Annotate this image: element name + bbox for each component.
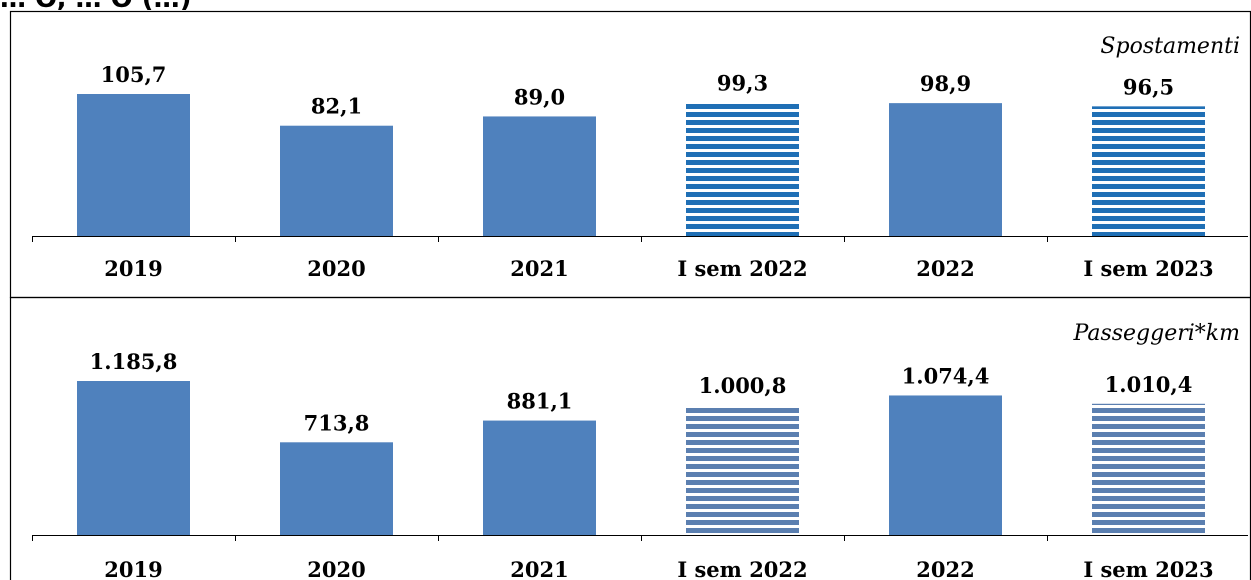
category-label: 2022: [916, 256, 974, 281]
data-label: 1.000,8: [699, 373, 787, 398]
bar-chart-passeggeri: 1.185,8 2019 713,8 2020 881,1 2021 1.000,8 I se…: [32, 349, 1251, 580]
category-label: I sem 2023: [1083, 557, 1213, 580]
data-label: 1.074,4: [902, 363, 990, 388]
bar-2020: [280, 442, 393, 535]
panel-frame-spostamenti: [9, 10, 1251, 299]
panel-frame-passeggeri: [9, 296, 1251, 580]
category-label: I sem 2022: [677, 256, 807, 281]
panel-title-passeggeri: Passeggeri*km: [1073, 321, 1240, 346]
bar-2022: [889, 103, 1002, 237]
panel-title-spostamenti: Spostamenti: [1100, 34, 1240, 59]
category-label: 2019: [104, 256, 162, 281]
data-label: 105,7: [101, 62, 167, 87]
data-label: 98,9: [920, 71, 971, 96]
category-label: 2021: [510, 256, 568, 281]
category-label: 2022: [916, 557, 974, 580]
data-label: 99,3: [717, 71, 768, 96]
category-label: 2021: [510, 557, 568, 580]
bar-i-sem-2022: [686, 102, 799, 236]
data-label: 82,1: [311, 94, 362, 119]
page-title: … O, … O (…): [0, 0, 560, 10]
data-label: 89,0: [514, 84, 565, 109]
category-label: 2019: [104, 557, 162, 580]
bar-chart-spostamenti: 105,7 2019 82,1 2020 89,0 2021 99,3 I sem 2022 9…: [32, 62, 1251, 281]
bar-2021: [483, 420, 596, 535]
category-label: I sem 2022: [677, 557, 807, 580]
data-label: 713,8: [304, 410, 370, 435]
bar-2019: [77, 381, 190, 535]
bar-i-sem-2023: [1092, 106, 1205, 237]
category-label: 2020: [307, 256, 365, 281]
data-label: 1.010,4: [1105, 372, 1193, 397]
bar-2021: [483, 116, 596, 236]
data-label: 1.185,8: [90, 349, 178, 374]
category-label: I sem 2023: [1083, 256, 1213, 281]
category-label: 2020: [307, 557, 365, 580]
bar-i-sem-2023: [1092, 403, 1205, 535]
bar-2022: [889, 395, 1002, 535]
bar-2019: [77, 94, 190, 236]
data-label: 96,5: [1123, 74, 1174, 99]
bar-i-sem-2022: [686, 405, 799, 535]
data-label: 881,1: [507, 389, 573, 414]
bar-2020: [280, 125, 393, 236]
